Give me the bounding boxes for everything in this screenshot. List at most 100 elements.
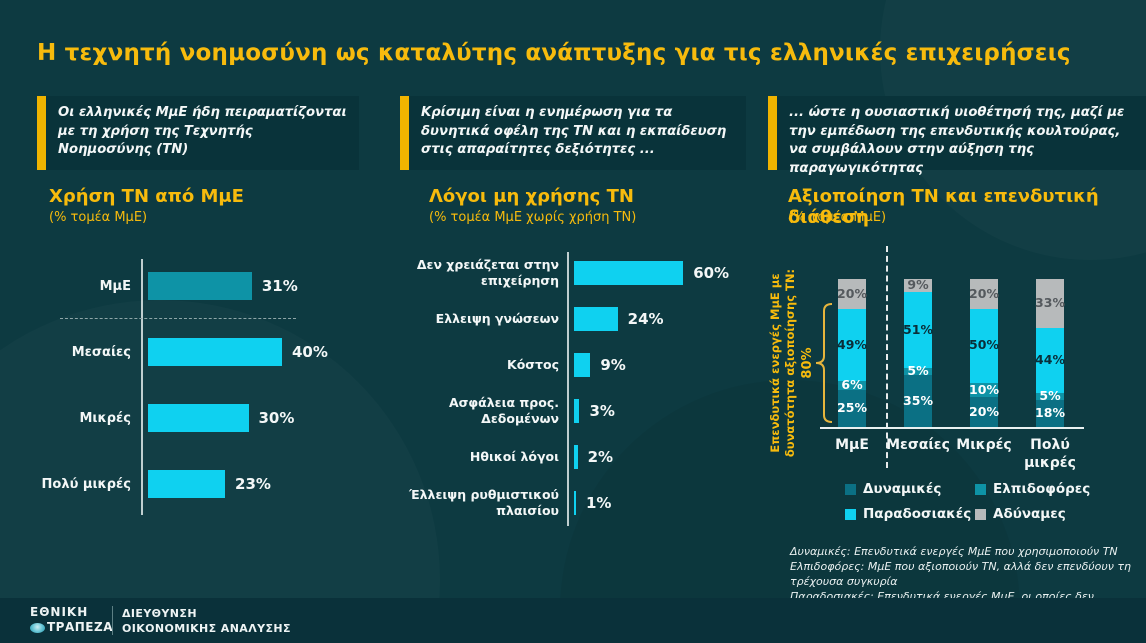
legend-swatch	[845, 508, 856, 520]
stacked-bar: 25% 6% 49% 20%	[837, 279, 867, 427]
bar-segment-Αδύναμες: 20%	[969, 279, 999, 309]
bar-row: Δεν χρειάζεται στην επιχείρηση 60%	[409, 250, 754, 296]
axis-category-label: Μεσαίες	[886, 437, 950, 453]
bar-wrap: 1%	[567, 491, 611, 515]
legend-item-Παραδοσιακές: Παραδοσιακές	[845, 506, 975, 522]
division-line2: ΟΙΚΟΝΟΜΙΚΗΣ ΑΝΑΛΥΣΗΣ	[122, 622, 291, 636]
segment-value-label: 10%	[969, 381, 999, 397]
bar-segment-Παραδοσιακές: 44%	[1035, 327, 1065, 393]
bar-category-label: Πολύ μικρές	[41, 476, 131, 492]
segment-value-label: 5%	[1039, 388, 1061, 404]
bar-wrap: 60%	[567, 261, 729, 285]
bar-segment-Ελπιδοφόρες: 5%	[1036, 388, 1064, 404]
bar-category-label: Μικρές	[79, 410, 132, 426]
callout-text-3: ... ώστε η ουσιαστική υιοθέτησή της, μαζ…	[789, 105, 1125, 177]
bar-category-label: Ηθικοί λόγοι	[469, 448, 559, 464]
segment-value-label: 33%	[1035, 295, 1065, 311]
bar-segment-Δυναμικές: 20%	[969, 397, 999, 427]
segment-value-label: 9%	[907, 277, 929, 293]
bar-row: Κόστος 9%	[409, 342, 754, 388]
legend-swatch	[975, 483, 986, 495]
bar-wrap: 2%	[567, 445, 613, 469]
bar-segment-Παραδοσιακές: 49%	[837, 308, 867, 382]
bar-row: ΜμΕ 31%	[37, 253, 357, 319]
callout-box-1: Οι ελληνικές ΜμΕ ήδη πειραματίζονται με …	[37, 96, 359, 170]
segment-value-label: 35%	[903, 392, 933, 408]
bar-segment-Αδύναμες: 9%	[904, 277, 932, 293]
bar-category-label: Κόστος	[507, 356, 559, 372]
bar	[574, 353, 591, 377]
bar	[574, 399, 580, 423]
bar-segment-Ελπιδοφόρες: 6%	[838, 377, 866, 393]
chart1-axis-line	[141, 259, 143, 515]
bar-row: Μεσαίες 40%	[37, 319, 357, 385]
footer-divider	[112, 606, 113, 635]
bar-segment-Αδύναμες: 20%	[837, 279, 867, 309]
callout-box-3: ... ώστε η ουσιαστική υιοθέτησή της, μαζ…	[768, 96, 1146, 176]
chart3-x-axis-labels: ΜμΕ Μεσαίες Μικρές Πολύ μικρές	[835, 437, 1076, 477]
bar-value-label: 23%	[235, 475, 271, 493]
bar-segment-Παραδοσιακές: 51%	[903, 292, 933, 368]
bar-segment-Ελπιδοφόρες: 10%	[969, 381, 999, 398]
bar-segment-Αδύναμες: 33%	[1035, 279, 1065, 328]
bar	[148, 338, 282, 366]
legend-item-Αδύναμες: Αδύναμες	[975, 506, 1090, 522]
bar-wrap: 31%	[141, 272, 298, 300]
chart3-subtitle: (% τομέα ΜμΕ)	[788, 210, 887, 225]
segment-value-label: 20%	[969, 285, 999, 301]
callout-text-1: Οι ελληνικές ΜμΕ ήδη πειραματίζονται με …	[58, 105, 347, 158]
chart3-legend: Δυναμικές Ελπιδοφόρες Παραδοσιακές Αδύναμες	[845, 481, 1090, 522]
bar-value-label: 2%	[587, 448, 614, 466]
segment-value-label: 44%	[1035, 352, 1065, 368]
chart1-dashed-separator	[60, 318, 296, 319]
chart2-subtitle: (% τομέα ΜμΕ χωρίς χρήση ΤΝ)	[429, 210, 637, 225]
bar-segment-Δυναμικές: 35%	[903, 375, 933, 427]
bar-category-label: Ελλειψη γνώσεων	[435, 310, 559, 326]
bar	[148, 470, 226, 498]
bar-segment-Δυναμικές: 25%	[837, 390, 867, 427]
division-line1: ΔΙΕΥΘΥΝΣΗ	[122, 607, 197, 620]
page-title: Η τεχνητή νοημοσύνη ως καταλύτης ανάπτυξ…	[37, 40, 1071, 66]
bar-wrap: 24%	[567, 307, 664, 331]
legend-label: Δυναμικές	[863, 481, 942, 497]
logo-line2-text: ΤΡΑΠΕΖΑ	[47, 620, 113, 634]
bar-segment-Δυναμικές: 18%	[1035, 400, 1065, 427]
bar	[574, 491, 576, 515]
bar-value-label: 24%	[627, 310, 664, 328]
segment-value-label: 25%	[837, 400, 867, 416]
segment-value-label: 6%	[841, 377, 863, 393]
legend-item-Δυναμικές: Δυναμικές	[845, 481, 975, 497]
bar-category-label: ΜμΕ	[99, 278, 131, 294]
legend-label: Παραδοσιακές	[863, 506, 972, 522]
bar-wrap: 40%	[141, 338, 328, 366]
stacked-bar-plot: 25% 6% 49% 20% 35% 5% 51% 9% 20% 10% 50% 20% 18% 5% 44…	[837, 277, 1066, 427]
bar	[148, 404, 249, 432]
annotation-line2: δυνατότητα αξιοποίησης ΤΝ:	[783, 268, 798, 458]
axis-category-label: Πολύ μικρές	[1024, 437, 1076, 471]
bar-row: Ελλειψη γνώσεων 24%	[409, 296, 754, 342]
bar-wrap: 30%	[141, 404, 294, 432]
chart-usage-of-ai: ΜμΕ 31% Μεσαίες 40% Μικρές 30% Πολύ μικρές 23%	[37, 253, 357, 517]
bar	[574, 307, 618, 331]
bank-logo-icon	[30, 622, 45, 633]
bar-category-label: Μεσαίες	[71, 344, 131, 360]
axis-category-label: ΜμΕ	[835, 437, 869, 453]
bar-row: Πολύ μικρές 23%	[37, 451, 357, 517]
bar-value-label: 9%	[600, 356, 626, 374]
segment-value-label: 5%	[907, 363, 929, 379]
bar-row: Ασφάλεια προς. Δεδομένων 3%	[409, 388, 754, 434]
segment-value-label: 20%	[969, 403, 999, 419]
bar-row: Μικρές 30%	[37, 385, 357, 451]
bar	[574, 445, 578, 469]
division-name: ΔΙΕΥΘΥΝΣΗ ΟΙΚΟΝΟΜΙΚΗΣ ΑΝΑΛΥΣΗΣ	[122, 606, 291, 637]
chart3-dashed-separator	[886, 246, 888, 468]
legend-swatch	[975, 508, 986, 520]
segment-value-label: 18%	[1035, 405, 1065, 421]
bar-row: Ηθικοί λόγοι 2%	[409, 434, 754, 480]
legend-item-Ελπιδοφόρες: Ελπιδοφόρες	[975, 481, 1090, 497]
bar-segment-Ελπιδοφόρες: 5%	[904, 363, 932, 379]
callout-text-2: Κρίσιμη είναι η ενημέρωση για τα δυνητικ…	[421, 105, 727, 158]
bar-value-label: 40%	[292, 343, 328, 361]
footer-band	[0, 598, 1146, 643]
